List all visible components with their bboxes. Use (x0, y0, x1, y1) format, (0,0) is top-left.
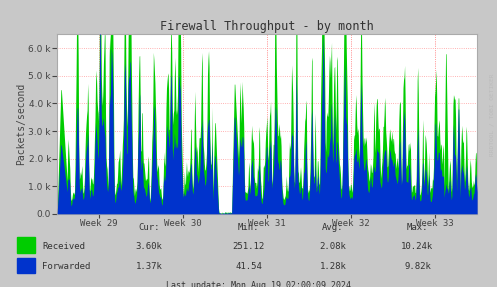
Text: 2.08k: 2.08k (320, 242, 346, 251)
Text: Cur:: Cur: (138, 223, 160, 232)
Text: 9.82k: 9.82k (404, 262, 431, 272)
Text: 251.12: 251.12 (233, 242, 264, 251)
Text: 3.60k: 3.60k (136, 242, 163, 251)
Text: 1.37k: 1.37k (136, 262, 163, 272)
Text: Last update: Mon Aug 19 02:00:09 2024: Last update: Mon Aug 19 02:00:09 2024 (166, 282, 351, 287)
Bar (17, 238, 35, 253)
Text: 10.24k: 10.24k (402, 242, 433, 251)
Bar (17, 258, 35, 273)
Title: Firewall Throughput - by month: Firewall Throughput - by month (160, 20, 374, 33)
Text: Min:: Min: (238, 223, 259, 232)
Text: Forwarded: Forwarded (42, 262, 90, 272)
Text: Avg:: Avg: (322, 223, 344, 232)
Text: RRDTOOL / TOBI OETIKER: RRDTOOL / TOBI OETIKER (490, 73, 495, 156)
Text: Received: Received (42, 242, 85, 251)
Y-axis label: Packets/second: Packets/second (15, 83, 26, 165)
Text: 1.28k: 1.28k (320, 262, 346, 272)
Text: Max:: Max: (407, 223, 428, 232)
Text: 41.54: 41.54 (235, 262, 262, 272)
